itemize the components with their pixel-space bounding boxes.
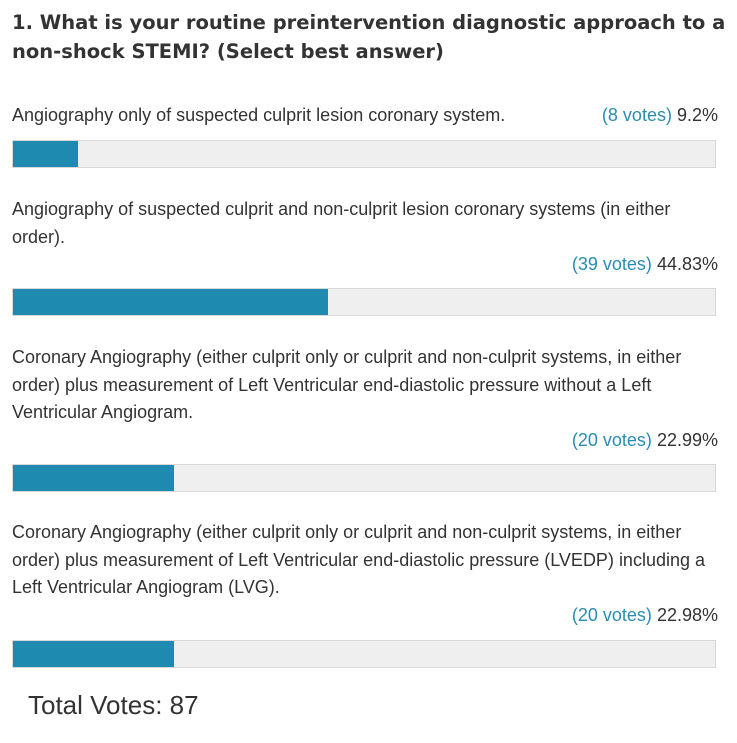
option-label: Angiography of suspected culprit and non… bbox=[12, 199, 671, 247]
poll-option-3: Coronary Angiography (either culprit onl… bbox=[12, 344, 718, 454]
poll-option-1: Angiography only of suspected culprit le… bbox=[12, 102, 718, 130]
total-votes: Total Votes: 87 bbox=[28, 690, 199, 720]
result-bar-fill bbox=[13, 141, 78, 167]
poll-option-4: Coronary Angiography (either culprit onl… bbox=[12, 519, 718, 629]
result-bar-3 bbox=[12, 464, 716, 492]
vote-percent: 44.83% bbox=[656, 254, 718, 274]
vote-count: (20 votes) bbox=[571, 604, 652, 625]
vote-percent: 9.2% bbox=[676, 105, 718, 125]
option-label: Angiography only of suspected culprit le… bbox=[12, 105, 506, 125]
option-label: Coronary Angiography (either culprit onl… bbox=[12, 347, 682, 422]
result-bar-fill bbox=[13, 641, 175, 667]
option-label: Coronary Angiography (either culprit onl… bbox=[12, 522, 705, 597]
vote-count: (20 votes) bbox=[571, 429, 652, 450]
result-bar-1 bbox=[12, 140, 716, 168]
result-bar-fill bbox=[13, 289, 328, 315]
vote-count: (8 votes) bbox=[601, 105, 672, 125]
vote-percent: 22.98% bbox=[656, 604, 718, 625]
result-bar-fill bbox=[13, 465, 175, 491]
vote-percent: 22.99% bbox=[656, 429, 718, 450]
question-title: 1. What is your routine preintervention … bbox=[12, 11, 726, 63]
poll-option-2: Angiography of suspected culprit and non… bbox=[12, 196, 718, 279]
result-bar-4 bbox=[12, 640, 716, 668]
vote-count: (39 votes) bbox=[571, 254, 652, 274]
result-bar-2 bbox=[12, 288, 716, 316]
